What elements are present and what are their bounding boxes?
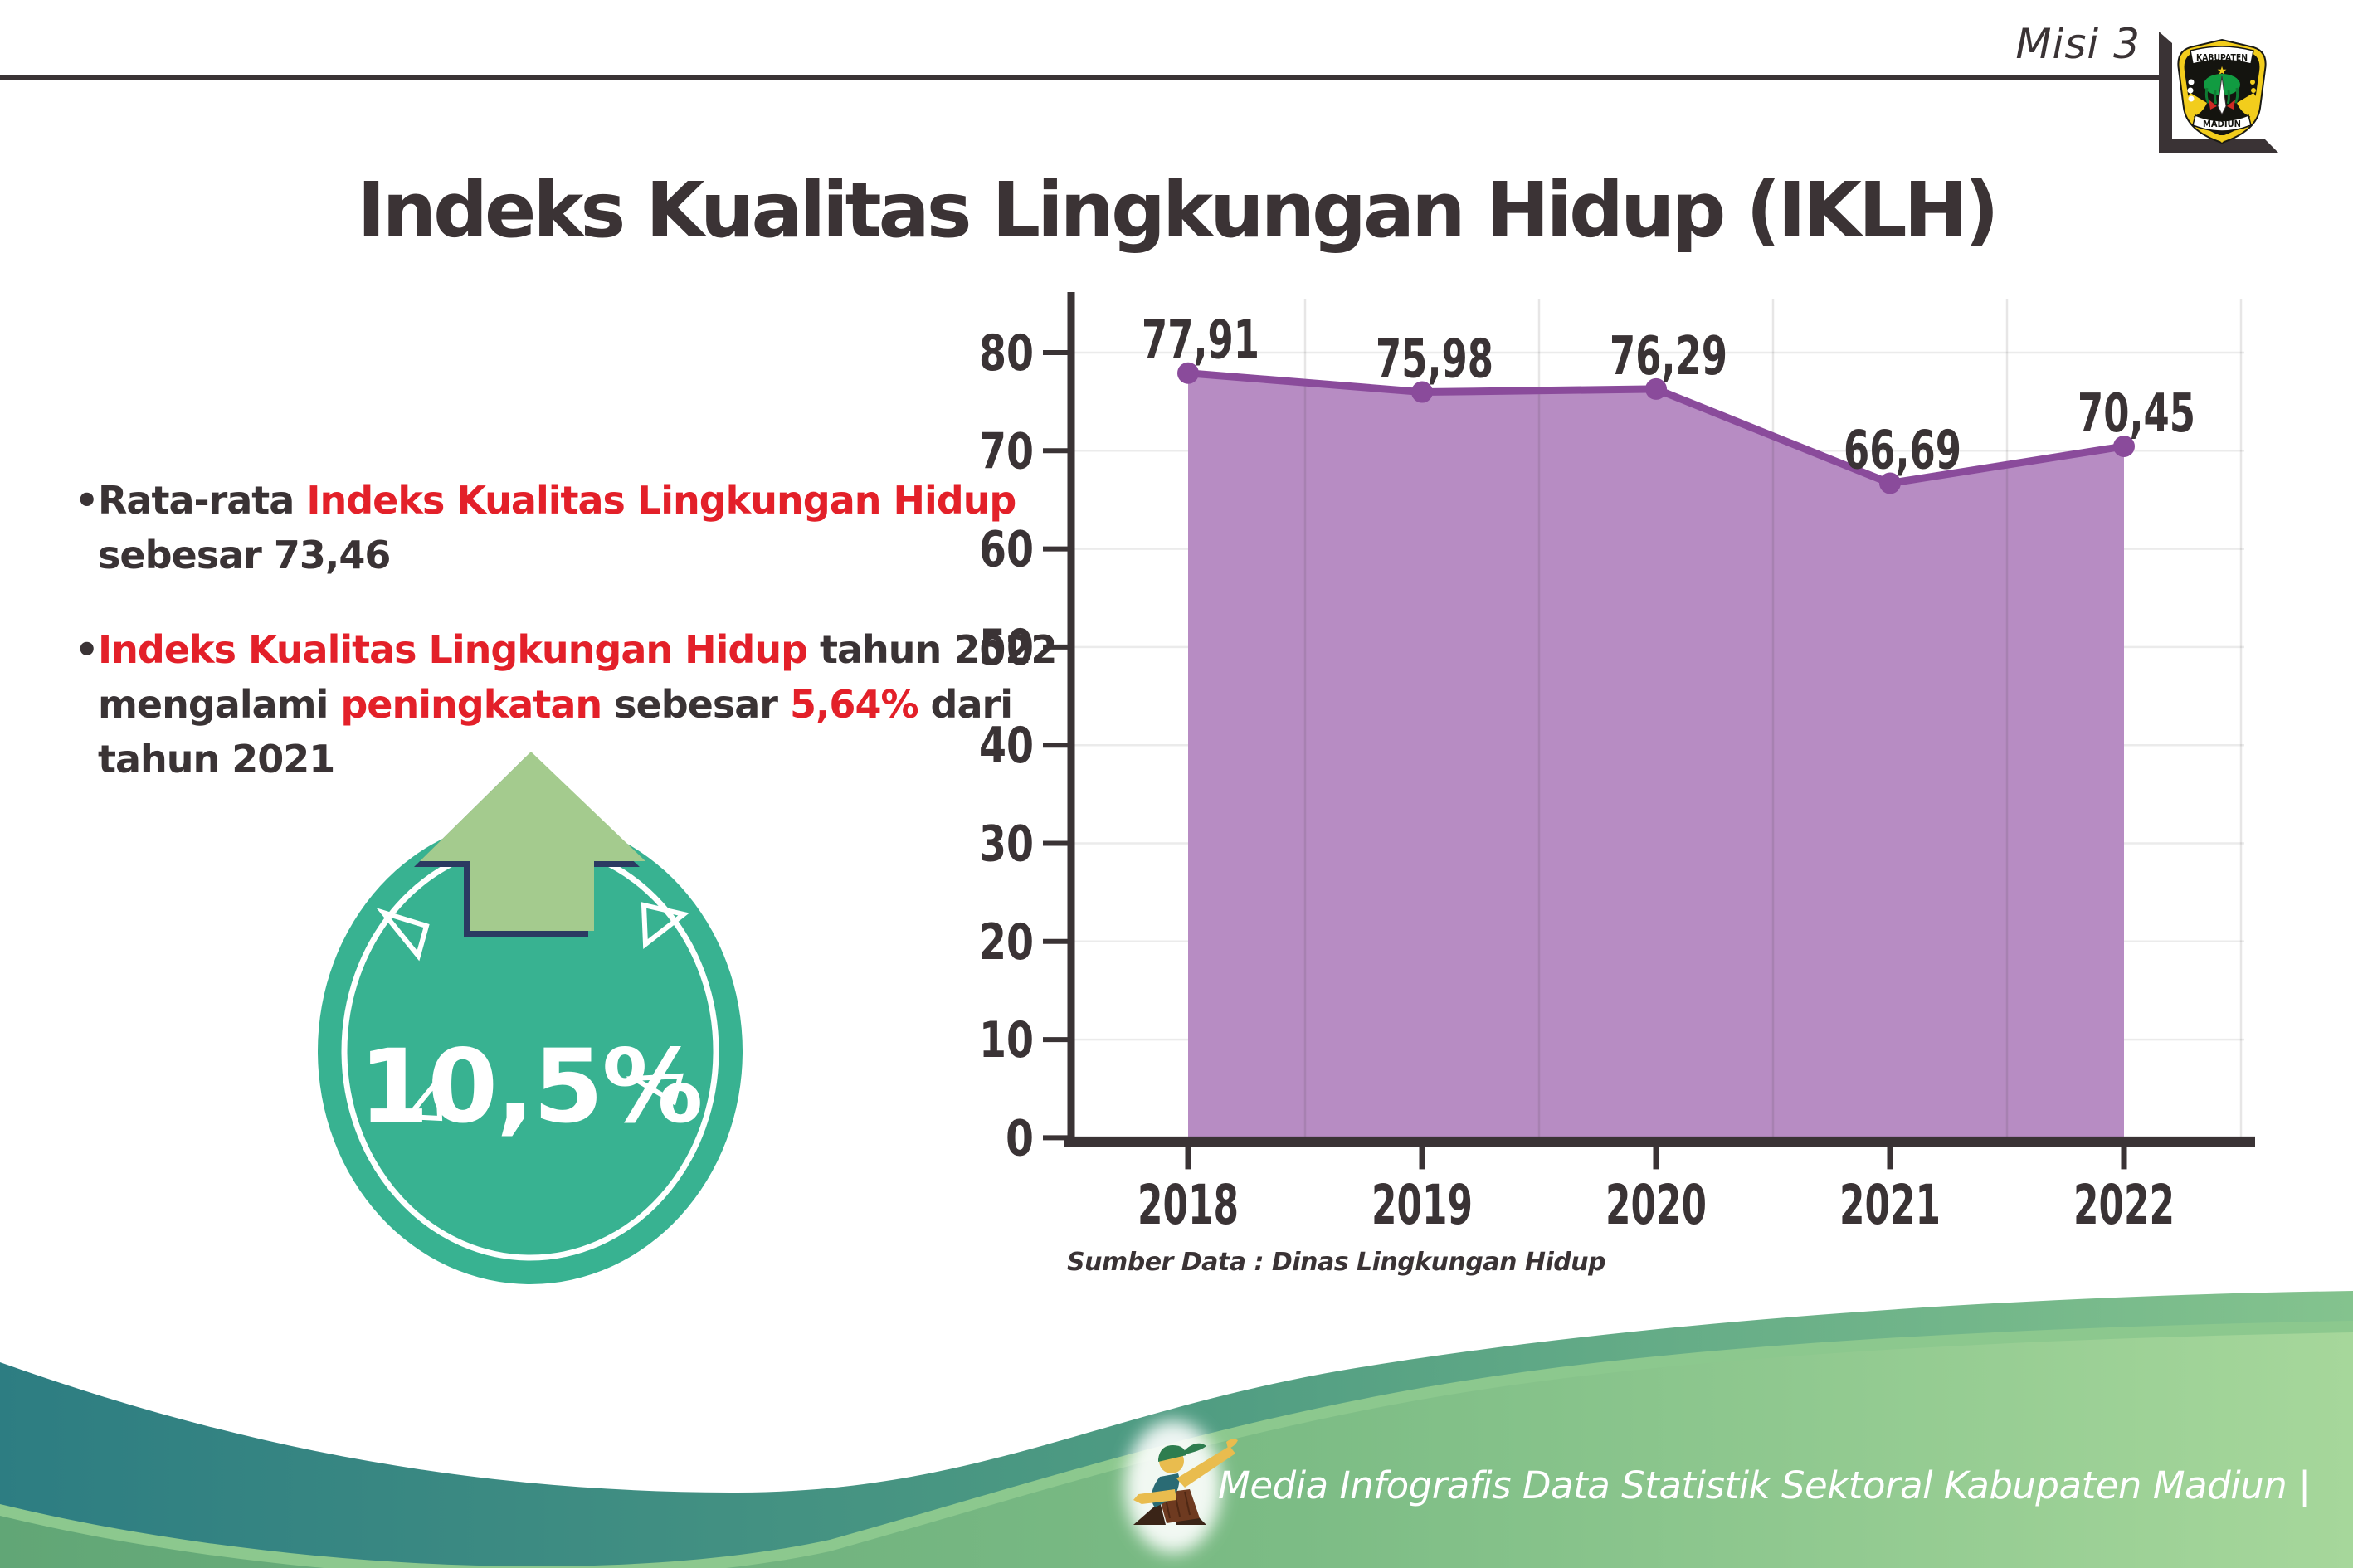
bullet-text-segment: Rata-rata <box>98 478 307 523</box>
y-axis-label: 10 <box>979 1011 1034 1069</box>
bullet-marker: • <box>75 478 99 523</box>
data-point-label: 70,45 <box>2078 383 2195 445</box>
badge-tick <box>402 1074 443 1122</box>
page-title: Indeks Kualitas Lingkungan Hidup (IKLH) <box>357 165 1999 255</box>
logo-spire <box>2217 75 2227 116</box>
badge-tick <box>625 1073 684 1106</box>
y-axis-label: 40 <box>979 717 1034 775</box>
logo-bottom-text: MADIUN <box>2203 119 2241 129</box>
data-point-marker <box>1177 362 1199 384</box>
bullet-text-segment: mengalami <box>98 682 341 727</box>
up-arrow-icon <box>420 752 645 931</box>
logo-rice-grain <box>2250 96 2255 101</box>
y-axis-label: 30 <box>979 816 1034 874</box>
badge-value: 10,5% <box>358 1028 701 1146</box>
y-axis-label: 60 <box>979 521 1034 579</box>
bullet-marker: • <box>75 627 99 672</box>
x-axis-label: 2020 <box>1605 1173 1707 1237</box>
logo-tail <box>2214 135 2230 143</box>
bullet-text-segment: sebesar 73,46 <box>98 533 391 577</box>
footer-caption: Media Infografis Data Statistik Sektoral… <box>1218 1463 2311 1507</box>
logo-cotton-boll <box>2187 87 2194 94</box>
bullet-text-segment: tahun 2021 <box>98 737 335 782</box>
area-fill <box>1188 373 2124 1138</box>
kabupaten-madiun-logo-icon: KABUPATEN ★ MADIUN <box>2177 38 2267 144</box>
iklh-area-chart: 77,91 75,98 76,29 66,69 70,45 0 10 20 30 40 50 60 70… <box>979 292 2255 1237</box>
x-axis-label: 2021 <box>1839 1173 1941 1237</box>
bullet-text-segment: sebesar <box>602 682 790 727</box>
logo-red-flame <box>2209 100 2217 110</box>
bullet-item: • Rata-rata Indeks Kualitas Lingkungan Hi… <box>75 473 1054 582</box>
logo-red-flame <box>2227 100 2235 110</box>
logo-tree-vines <box>2204 87 2239 105</box>
y-axis-label: 70 <box>979 422 1034 480</box>
increase-badge: 10,5% <box>318 752 743 1284</box>
data-point-label: 77,91 <box>1142 310 1259 372</box>
logo-top-ribbon <box>2190 46 2254 65</box>
mission-label: Misi 3 <box>2015 20 2141 68</box>
logo-rice-grain <box>2250 80 2255 85</box>
x-axis-label: 2018 <box>1138 1173 1239 1237</box>
bullet-text-segment: peningkatan <box>340 682 602 727</box>
mascot-icon <box>1125 1420 1238 1553</box>
data-point-marker <box>2113 435 2135 457</box>
data-point-label: 76,29 <box>1610 326 1727 387</box>
data-point-label: 75,98 <box>1376 329 1493 391</box>
logo-cotton-boll <box>2188 79 2195 85</box>
data-point-marker <box>1879 472 1901 494</box>
data-point-marker <box>1645 377 1667 400</box>
logo-top-text: KABUPATEN <box>2196 52 2248 63</box>
data-point-label: 66,69 <box>1844 420 1961 481</box>
logo-bottom-ribbon <box>2192 114 2252 132</box>
logo-cotton-boll <box>2188 95 2195 102</box>
y-axis-label: 0 <box>1006 1109 1034 1167</box>
bullet-text-segment: Indeks Kualitas Lingkungan Hidup <box>306 478 1016 523</box>
y-axis-label: 80 <box>979 324 1034 382</box>
bullet-text-segment: tahun 2022 <box>807 627 1057 672</box>
data-source-caption: Sumber Data : Dinas Lingkungan Hidup <box>1067 1248 1606 1277</box>
bullet-text-segment: 5,64% <box>789 682 919 727</box>
bullet-text-segment: dari <box>918 682 1013 727</box>
data-point-marker <box>1411 381 1433 403</box>
corner-logo-frame: KABUPATEN ★ MADIUN <box>2159 32 2278 153</box>
bullet-item: • Indeks Kualitas Lingkungan Hidup tahun … <box>75 622 1057 786</box>
footer-wave <box>0 1291 2353 1568</box>
badge-tick <box>376 908 430 962</box>
badge-tick <box>641 902 689 949</box>
x-axis-label: 2022 <box>2073 1173 2175 1237</box>
logo-frame-bracket <box>2159 32 2278 153</box>
x-axis-label: 2019 <box>1371 1173 1473 1237</box>
bullet-text-segment: Indeks Kualitas Lingkungan Hidup <box>98 627 808 672</box>
bullet-list: • Rata-rata Indeks Kualitas Lingkungan Hi… <box>75 473 1057 786</box>
y-axis-label: 50 <box>979 619 1034 677</box>
y-axis-label: 20 <box>979 913 1034 971</box>
header-rule <box>0 75 2161 80</box>
logo-rice-grain <box>2251 88 2256 93</box>
